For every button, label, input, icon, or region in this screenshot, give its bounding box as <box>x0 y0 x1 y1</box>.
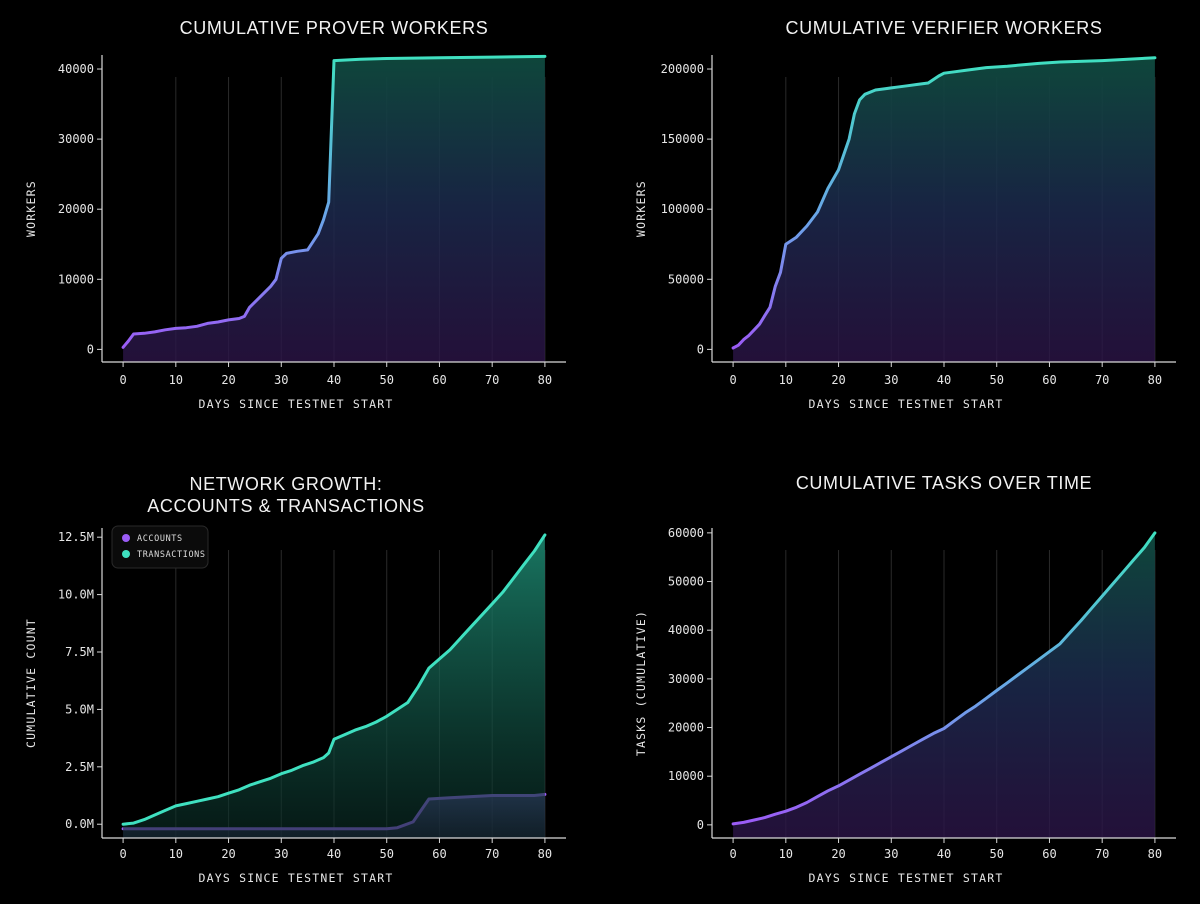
x-tick-label: 80 <box>538 373 552 387</box>
line-verifier-workers <box>731 56 1157 350</box>
y-tick-label: 200000 <box>661 62 704 76</box>
y-tick-label: 20000 <box>58 202 94 216</box>
y-tick-label: 50000 <box>668 575 704 589</box>
line-prover-workers <box>121 54 547 349</box>
x-tick-label: 60 <box>1042 373 1056 387</box>
y-tick-label: 10000 <box>58 272 94 286</box>
x-tick-label: 30 <box>884 847 898 861</box>
x-tick-label: 0 <box>119 847 126 861</box>
x-tick-label: 20 <box>221 373 235 387</box>
x-tick-label: 0 <box>729 373 736 387</box>
area-prover-workers <box>123 56 545 363</box>
y-tick-label: 20000 <box>668 721 704 735</box>
x-tick-label: 40 <box>937 373 951 387</box>
y-tick-label: 0 <box>87 342 94 356</box>
chart-title: NETWORK GROWTH: <box>190 474 383 494</box>
x-tick-label: 60 <box>432 373 446 387</box>
x-tick-label: 50 <box>990 847 1004 861</box>
y-tick-label: 50000 <box>668 272 704 286</box>
y-axis-label: WORKERS <box>634 180 648 237</box>
y-tick-label: 0.0M <box>65 817 94 831</box>
y-tick-label: 40000 <box>58 62 94 76</box>
x-tick-label: 30 <box>274 847 288 861</box>
chart-verifier: CUMULATIVE VERIFIER WORKERS 0 10 20 30 40 50 60… <box>634 18 1176 411</box>
x-tick-label: 80 <box>1148 847 1162 861</box>
chart-network: NETWORK GROWTH:ACCOUNTS & TRANSACTIONS 0 1… <box>24 474 566 885</box>
x-axis-label: DAYS SINCE TESTNET START <box>809 871 1004 885</box>
y-tick-label: 0 <box>697 818 704 832</box>
x-tick-label: 30 <box>884 373 898 387</box>
y-tick-label: 12.5M <box>58 530 94 544</box>
area-transactions <box>123 534 545 838</box>
x-tick-label: 10 <box>779 373 793 387</box>
x-axis-label: DAYS SINCE TESTNET START <box>199 871 394 885</box>
y-tick-label: 30000 <box>58 132 94 146</box>
legend-label-accounts: ACCOUNTS <box>137 534 183 544</box>
y-axis-label: CUMULATIVE COUNT <box>24 618 38 748</box>
y-tick-label: 100000 <box>661 202 704 216</box>
chart-title: ACCOUNTS & TRANSACTIONS <box>147 496 425 516</box>
x-tick-label: 70 <box>485 373 499 387</box>
chart-prover: CUMULATIVE PROVER WORKERS 0 10 20 30 40 50 60 70… <box>24 18 566 411</box>
y-tick-label: 10000 <box>668 769 704 783</box>
y-tick-label: 40000 <box>668 623 704 637</box>
y-tick-label: 0 <box>697 342 704 356</box>
legend-swatch-accounts <box>122 534 130 542</box>
x-tick-label: 0 <box>119 373 126 387</box>
y-axis-label: TASKS (CUMULATIVE) <box>634 610 648 756</box>
x-tick-label: 30 <box>274 373 288 387</box>
chart-title: CUMULATIVE TASKS OVER TIME <box>796 473 1092 493</box>
x-tick-label: 0 <box>729 847 736 861</box>
y-tick-label: 5.0M <box>65 702 94 716</box>
x-tick-label: 40 <box>937 847 951 861</box>
line-tasks <box>731 531 1157 826</box>
x-tick-label: 10 <box>169 847 183 861</box>
x-tick-label: 60 <box>432 847 446 861</box>
x-tick-label: 40 <box>327 847 341 861</box>
chart-title: CUMULATIVE PROVER WORKERS <box>180 18 489 38</box>
x-axis-label: DAYS SINCE TESTNET START <box>199 397 394 411</box>
x-tick-label: 70 <box>485 847 499 861</box>
x-tick-label: 80 <box>1148 373 1162 387</box>
y-tick-label: 30000 <box>668 672 704 686</box>
x-tick-label: 10 <box>779 847 793 861</box>
x-tick-label: 70 <box>1095 373 1109 387</box>
x-tick-label: 50 <box>380 373 394 387</box>
y-tick-label: 7.5M <box>65 645 94 659</box>
legend-box <box>111 525 209 569</box>
x-tick-label: 20 <box>221 847 235 861</box>
y-tick-label: 2.5M <box>65 760 94 774</box>
x-axis-label: DAYS SINCE TESTNET START <box>809 397 1004 411</box>
y-tick-label: 60000 <box>668 526 704 540</box>
x-tick-label: 10 <box>169 373 183 387</box>
chart-tasks: CUMULATIVE TASKS OVER TIME 0 10 20 30 40 50 60 7… <box>634 473 1176 885</box>
area-tasks <box>733 532 1155 838</box>
x-tick-label: 70 <box>1095 847 1109 861</box>
legend-swatch-transactions <box>122 550 130 558</box>
x-tick-label: 20 <box>831 847 845 861</box>
area-verifier-workers <box>733 57 1155 363</box>
x-tick-label: 80 <box>538 847 552 861</box>
x-tick-label: 50 <box>990 373 1004 387</box>
line-transactions <box>121 533 547 826</box>
y-tick-label: 150000 <box>661 132 704 146</box>
x-tick-label: 20 <box>831 373 845 387</box>
legend-label-transactions: TRANSACTIONS <box>137 550 206 560</box>
legend: ACCOUNTS TRANSACTIONS <box>111 525 209 569</box>
y-tick-label: 10.0M <box>58 588 94 602</box>
x-tick-label: 50 <box>380 847 394 861</box>
chart-title: CUMULATIVE VERIFIER WORKERS <box>786 18 1103 38</box>
y-axis-label: WORKERS <box>24 180 38 237</box>
x-tick-label: 40 <box>327 373 341 387</box>
x-tick-label: 60 <box>1042 847 1056 861</box>
